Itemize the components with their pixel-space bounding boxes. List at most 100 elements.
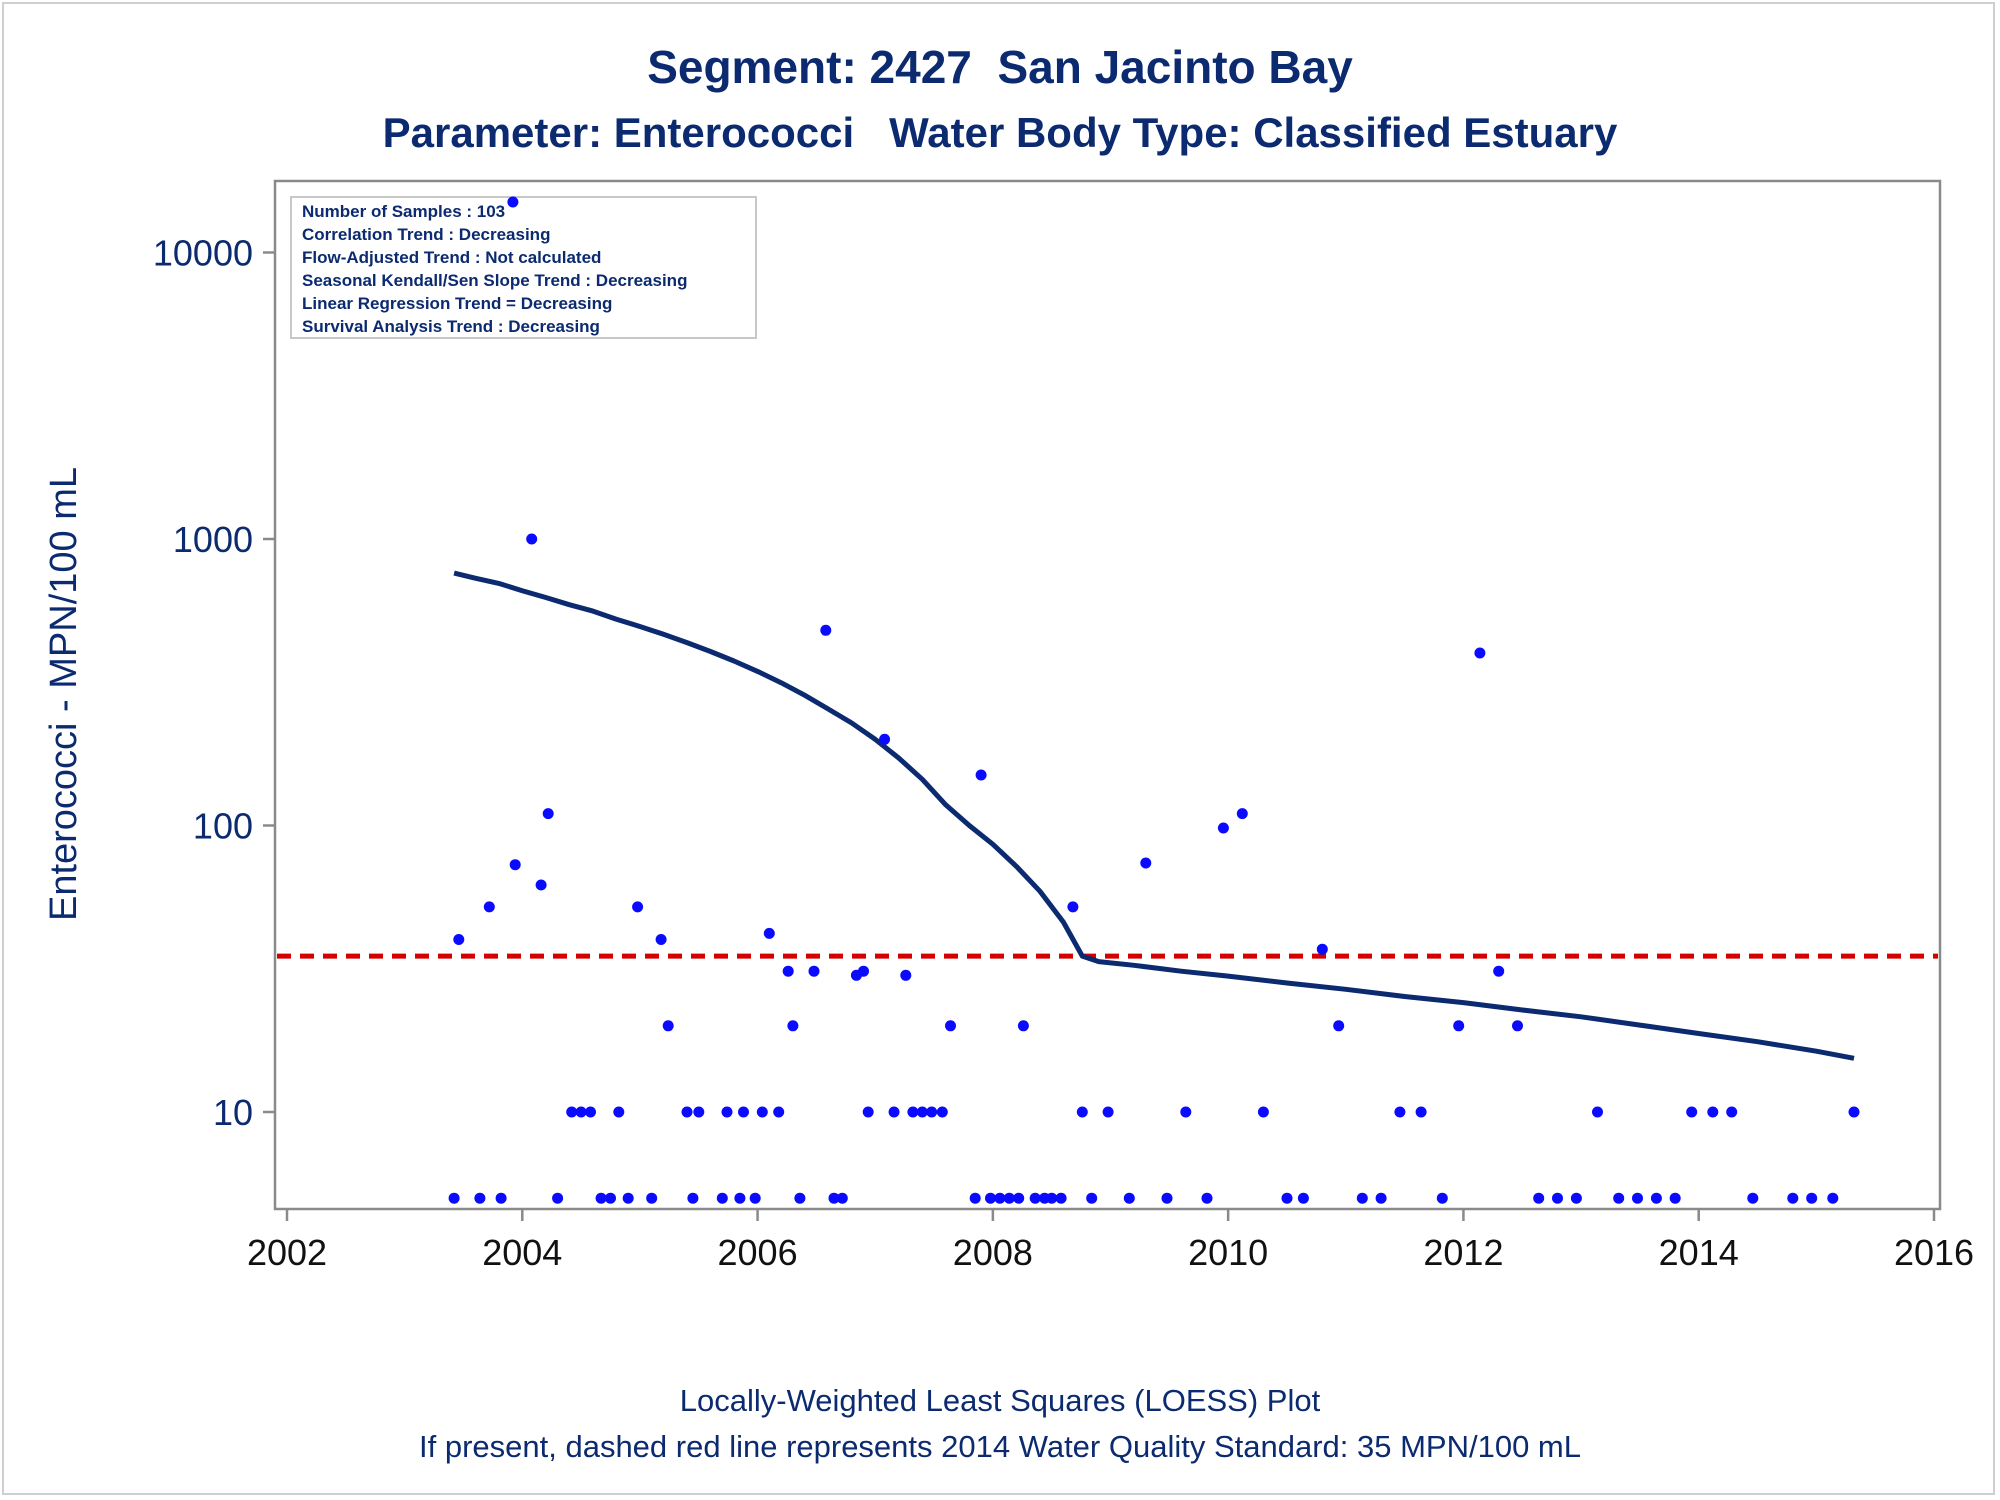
y-tick-label: 100 xyxy=(193,806,253,847)
data-point xyxy=(1613,1192,1625,1204)
data-point xyxy=(1017,1020,1029,1032)
data-point xyxy=(681,1106,693,1118)
data-point xyxy=(1436,1192,1448,1204)
stats-line: Survival Analysis Trend : Decreasing xyxy=(302,317,600,336)
data-point xyxy=(828,1192,840,1204)
data-point xyxy=(1707,1106,1719,1118)
data-point xyxy=(1013,1192,1025,1204)
stats-box: Number of Samples : 103 Correlation Tren… xyxy=(290,196,757,339)
data-point xyxy=(1512,1020,1523,1032)
data-point xyxy=(1316,943,1328,955)
data-point xyxy=(1686,1106,1698,1118)
data-point xyxy=(907,1106,919,1118)
data-point xyxy=(836,1192,848,1204)
data-point xyxy=(862,1106,874,1118)
stats-line: Linear Regression Trend = Decreasing xyxy=(302,294,612,313)
data-point xyxy=(1747,1192,1759,1204)
data-point xyxy=(1102,1106,1114,1118)
data-point xyxy=(820,624,832,636)
data-point xyxy=(900,969,912,981)
data-point xyxy=(1217,822,1229,834)
stats-line: Correlation Trend : Decreasing xyxy=(302,225,550,244)
x-axis: 2002 2004 2006 2008 2010 2012 2014 2016 xyxy=(247,1209,1974,1273)
data-point xyxy=(1650,1192,1662,1204)
data-point xyxy=(566,1106,578,1118)
x-tick-label: 2016 xyxy=(1894,1232,1974,1273)
data-point xyxy=(448,1192,460,1204)
data-point xyxy=(552,1192,564,1204)
data-point xyxy=(738,1106,749,1118)
data-point xyxy=(975,769,987,781)
data-point xyxy=(734,1192,746,1204)
data-point xyxy=(879,733,891,745)
y-tick-label: 10 xyxy=(213,1092,253,1133)
y-axis-label: Enterococci - MPN/100 mL xyxy=(43,467,85,921)
data-point xyxy=(1236,808,1248,820)
data-point xyxy=(613,1106,625,1118)
data-point xyxy=(969,1192,981,1204)
data-point xyxy=(483,901,495,913)
data-point xyxy=(763,927,775,939)
data-point xyxy=(1333,1020,1345,1032)
data-point xyxy=(632,901,644,913)
data-point xyxy=(646,1192,658,1204)
data-point xyxy=(1375,1192,1387,1204)
data-point xyxy=(888,1106,900,1118)
data-point xyxy=(1123,1192,1135,1204)
data-point xyxy=(1848,1106,1860,1118)
footnote-loess: Locally-Weighted Least Squares (LOESS) P… xyxy=(680,1383,1321,1418)
data-point xyxy=(1415,1106,1427,1118)
data-point xyxy=(1003,1192,1015,1204)
stats-line: Flow-Adjusted Trend : Not calculated xyxy=(302,248,601,267)
data-point xyxy=(693,1106,705,1118)
data-point xyxy=(1067,901,1079,913)
data-point xyxy=(1055,1192,1067,1204)
data-point xyxy=(1281,1192,1293,1204)
data-point xyxy=(994,1192,1006,1204)
data-point xyxy=(1787,1192,1799,1204)
data-point xyxy=(1570,1192,1582,1204)
stats-line: Seasonal Kendall/Sen Slope Trend : Decre… xyxy=(302,271,687,290)
x-tick-label: 2002 xyxy=(247,1232,327,1273)
y-tick-label: 1000 xyxy=(173,519,253,560)
data-point xyxy=(1257,1106,1269,1118)
data-point xyxy=(1474,647,1486,659)
data-point xyxy=(926,1106,938,1118)
points-layer xyxy=(448,196,1860,1204)
data-point xyxy=(945,1020,956,1032)
data-point xyxy=(1086,1192,1098,1204)
data-point xyxy=(721,1106,733,1118)
data-point xyxy=(585,1106,596,1118)
loess-layer xyxy=(453,570,1855,1061)
data-point xyxy=(1076,1106,1088,1118)
data-point xyxy=(716,1192,728,1204)
x-tick-label: 2010 xyxy=(1188,1232,1268,1273)
data-point xyxy=(526,533,538,545)
data-point xyxy=(622,1192,634,1204)
data-point xyxy=(495,1192,507,1204)
data-point xyxy=(1180,1106,1192,1118)
y-tick-label: 10000 xyxy=(153,233,253,274)
data-point xyxy=(1161,1192,1173,1204)
data-point xyxy=(1356,1192,1368,1204)
data-point xyxy=(1394,1106,1406,1118)
data-point xyxy=(1493,965,1505,977)
data-point xyxy=(655,934,667,945)
data-point xyxy=(773,1106,785,1118)
data-point xyxy=(1552,1192,1563,1204)
data-point xyxy=(1827,1192,1839,1204)
data-point xyxy=(858,965,869,977)
data-point xyxy=(509,859,521,871)
loess-curve xyxy=(453,570,1855,1061)
data-point xyxy=(453,934,465,945)
stats-line: Number of Samples : 103 xyxy=(302,202,505,221)
data-point xyxy=(1632,1192,1643,1204)
data-point xyxy=(1140,857,1152,869)
stats-box-border xyxy=(290,196,757,339)
data-point xyxy=(474,1192,486,1204)
data-point xyxy=(605,1192,616,1204)
data-point xyxy=(1453,1020,1465,1032)
data-point xyxy=(595,1192,607,1204)
data-point xyxy=(1029,1192,1041,1204)
